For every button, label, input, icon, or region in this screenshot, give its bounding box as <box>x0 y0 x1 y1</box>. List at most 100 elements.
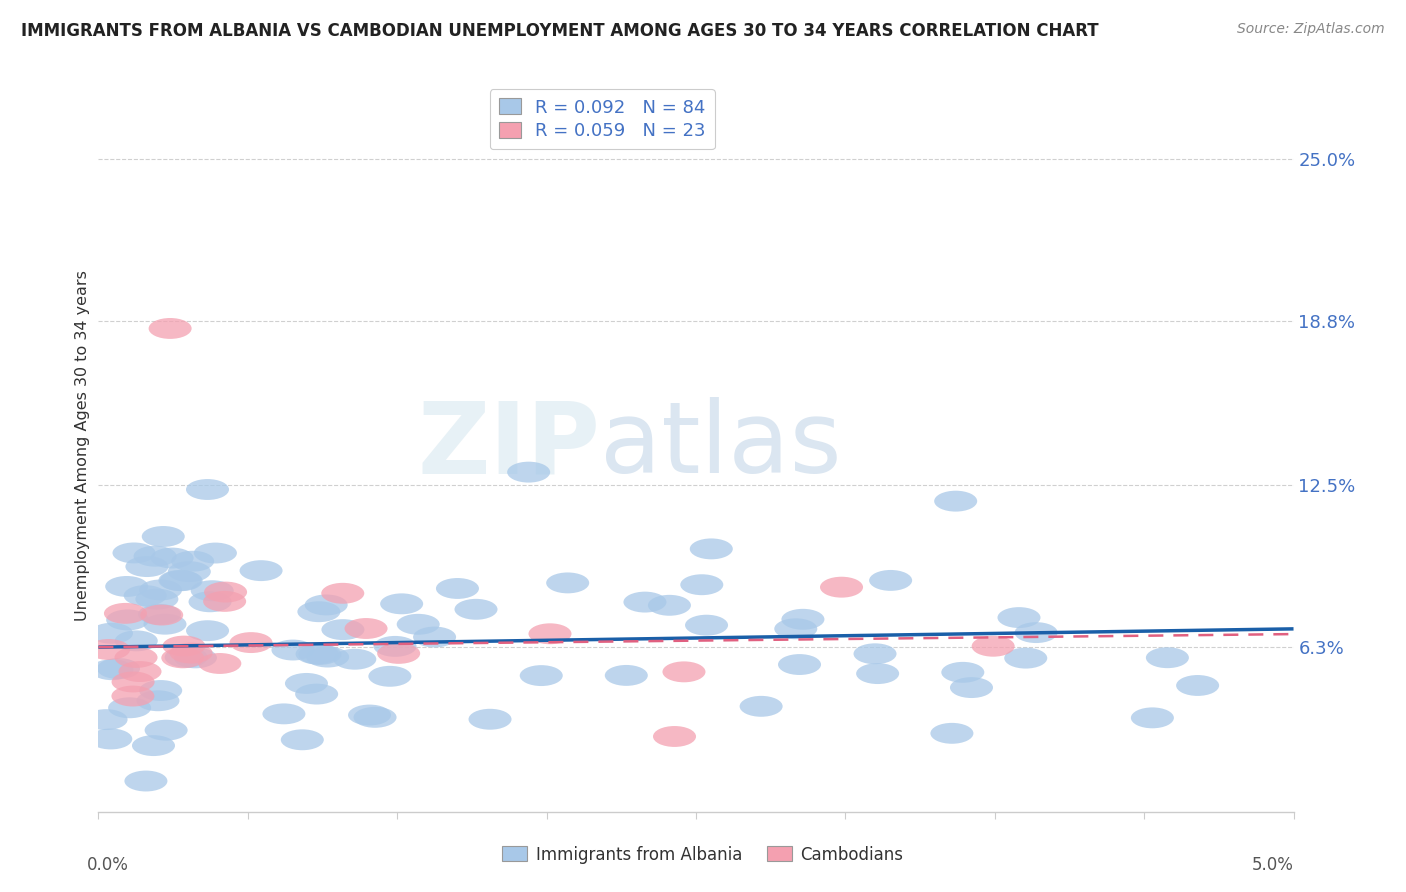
Ellipse shape <box>778 654 821 675</box>
Ellipse shape <box>191 581 233 601</box>
Ellipse shape <box>150 548 194 568</box>
Ellipse shape <box>685 615 728 636</box>
Ellipse shape <box>333 648 377 670</box>
Ellipse shape <box>134 546 177 566</box>
Ellipse shape <box>165 647 208 668</box>
Ellipse shape <box>174 648 217 668</box>
Ellipse shape <box>454 599 498 620</box>
Ellipse shape <box>344 618 388 639</box>
Ellipse shape <box>132 735 174 756</box>
Ellipse shape <box>1130 707 1174 728</box>
Ellipse shape <box>124 585 167 606</box>
Ellipse shape <box>396 614 440 635</box>
Ellipse shape <box>941 662 984 682</box>
Ellipse shape <box>87 639 131 660</box>
Ellipse shape <box>950 677 993 698</box>
Ellipse shape <box>520 665 562 686</box>
Ellipse shape <box>188 591 232 612</box>
Ellipse shape <box>198 653 242 674</box>
Ellipse shape <box>623 591 666 613</box>
Ellipse shape <box>869 570 912 591</box>
Ellipse shape <box>307 647 349 667</box>
Ellipse shape <box>377 643 420 664</box>
Ellipse shape <box>97 658 141 679</box>
Ellipse shape <box>349 705 391 725</box>
Ellipse shape <box>321 582 364 604</box>
Ellipse shape <box>149 318 191 339</box>
Ellipse shape <box>202 591 246 612</box>
Ellipse shape <box>90 659 134 681</box>
Ellipse shape <box>136 690 180 711</box>
Ellipse shape <box>529 624 571 644</box>
Ellipse shape <box>271 640 315 660</box>
Ellipse shape <box>546 573 589 593</box>
Ellipse shape <box>298 644 342 665</box>
Ellipse shape <box>856 663 900 684</box>
Ellipse shape <box>997 607 1040 628</box>
Ellipse shape <box>170 642 212 664</box>
Ellipse shape <box>681 574 723 595</box>
Ellipse shape <box>229 632 273 653</box>
Ellipse shape <box>413 626 456 648</box>
Legend: R = 0.092   N = 84, R = 0.059   N = 23: R = 0.092 N = 84, R = 0.059 N = 23 <box>489 89 714 149</box>
Ellipse shape <box>605 665 648 686</box>
Ellipse shape <box>89 729 132 749</box>
Ellipse shape <box>105 576 148 597</box>
Ellipse shape <box>281 730 323 750</box>
Ellipse shape <box>143 614 187 634</box>
Ellipse shape <box>107 609 149 631</box>
Ellipse shape <box>118 661 162 682</box>
Ellipse shape <box>111 672 155 692</box>
Ellipse shape <box>141 605 183 625</box>
Text: IMMIGRANTS FROM ALBANIA VS CAMBODIAN UNEMPLOYMENT AMONG AGES 30 TO 34 YEARS CORR: IMMIGRANTS FROM ALBANIA VS CAMBODIAN UNE… <box>21 22 1098 40</box>
Ellipse shape <box>652 726 696 747</box>
Ellipse shape <box>135 589 179 609</box>
Ellipse shape <box>368 665 412 687</box>
Ellipse shape <box>108 698 150 718</box>
Ellipse shape <box>172 550 214 572</box>
Ellipse shape <box>972 636 1015 657</box>
Ellipse shape <box>662 661 706 682</box>
Ellipse shape <box>139 680 183 701</box>
Ellipse shape <box>90 623 134 644</box>
Ellipse shape <box>186 479 229 500</box>
Ellipse shape <box>934 491 977 512</box>
Ellipse shape <box>186 620 229 641</box>
Ellipse shape <box>782 609 824 630</box>
Text: ZIP: ZIP <box>418 398 600 494</box>
Ellipse shape <box>468 709 512 730</box>
Ellipse shape <box>853 643 897 665</box>
Text: Source: ZipAtlas.com: Source: ZipAtlas.com <box>1237 22 1385 37</box>
Ellipse shape <box>436 578 479 599</box>
Ellipse shape <box>1004 648 1047 669</box>
Ellipse shape <box>114 647 157 668</box>
Ellipse shape <box>142 526 184 547</box>
Ellipse shape <box>194 542 238 564</box>
Ellipse shape <box>1015 622 1057 643</box>
Ellipse shape <box>125 556 169 577</box>
Ellipse shape <box>160 570 202 591</box>
Ellipse shape <box>931 723 973 744</box>
Ellipse shape <box>648 595 690 615</box>
Text: 0.0%: 0.0% <box>87 856 128 874</box>
Ellipse shape <box>820 577 863 598</box>
Ellipse shape <box>285 673 328 694</box>
Ellipse shape <box>145 720 187 740</box>
Ellipse shape <box>380 593 423 615</box>
Ellipse shape <box>84 709 128 730</box>
Ellipse shape <box>322 619 364 640</box>
Ellipse shape <box>204 582 247 602</box>
Ellipse shape <box>374 636 416 657</box>
Ellipse shape <box>305 594 347 615</box>
Ellipse shape <box>163 636 205 657</box>
Ellipse shape <box>112 542 156 564</box>
Ellipse shape <box>353 706 396 728</box>
Ellipse shape <box>690 539 733 559</box>
Ellipse shape <box>295 683 339 705</box>
Ellipse shape <box>775 618 817 640</box>
Ellipse shape <box>104 603 148 624</box>
Ellipse shape <box>111 686 155 706</box>
Ellipse shape <box>298 601 340 622</box>
Ellipse shape <box>295 643 339 665</box>
Ellipse shape <box>263 704 305 724</box>
